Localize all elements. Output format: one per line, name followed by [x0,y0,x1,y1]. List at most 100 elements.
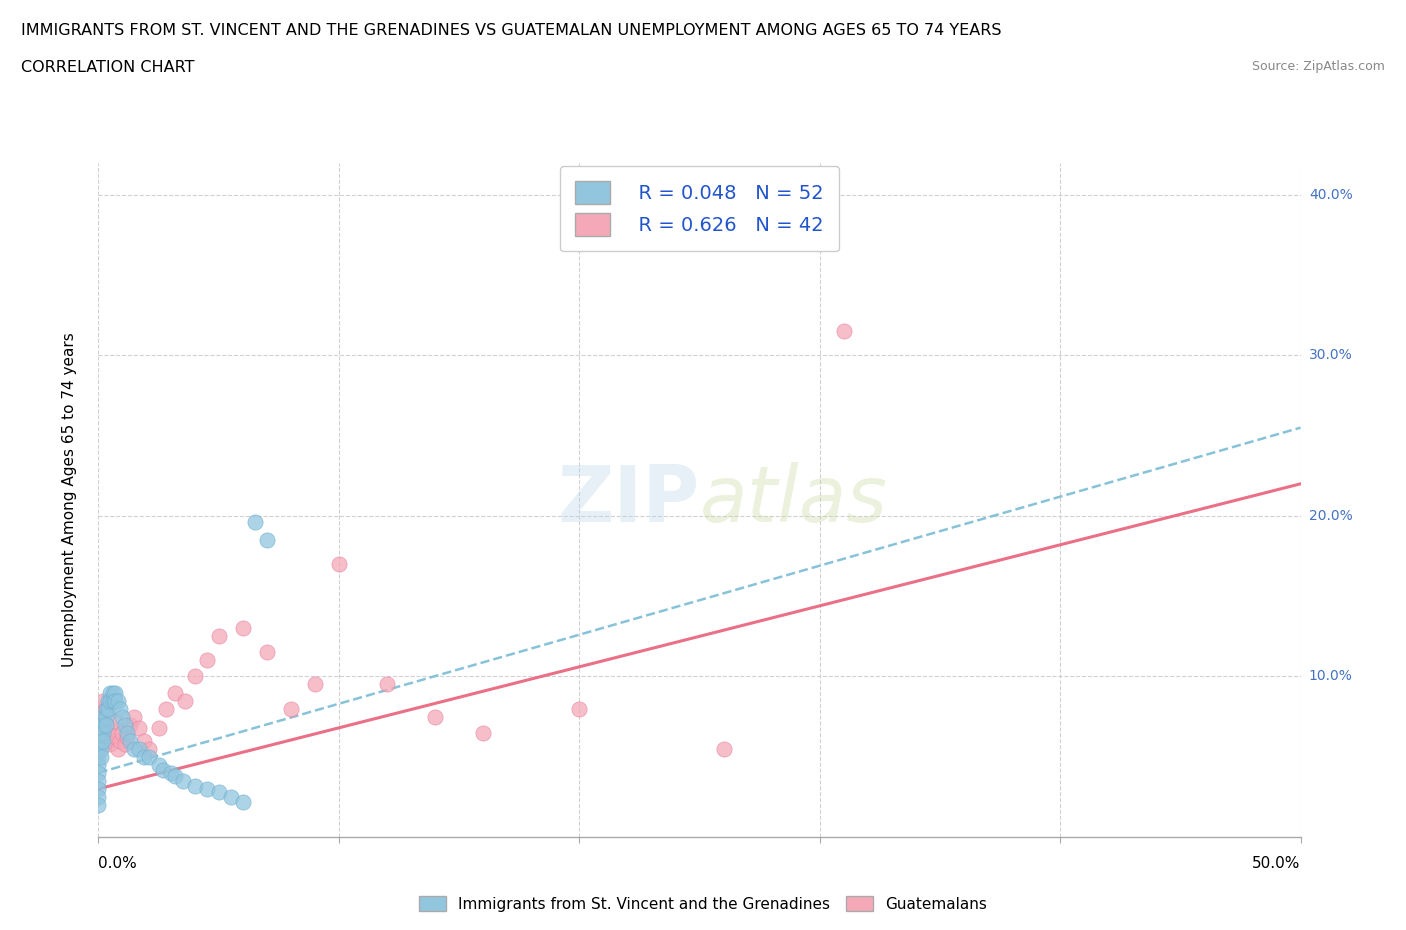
Point [183,778,205,793]
Point [117,725,139,740]
Point [472,725,495,740]
Text: 50.0%: 50.0% [1253,856,1301,870]
Point [195,653,218,668]
Point [87,741,110,756]
Point [87,774,110,789]
Point [87,765,110,780]
Text: 0.0%: 0.0% [98,856,138,870]
Point [165,768,187,783]
Point [104,685,127,700]
Point [138,741,160,756]
Point [232,621,254,636]
Point [87,721,110,736]
Point [128,721,150,736]
Point [280,701,302,716]
Text: IMMIGRANTS FROM ST. VINCENT AND THE GRENADINES VS GUATEMALAN UNEMPLOYMENT AMONG : IMMIGRANTS FROM ST. VINCENT AND THE GREN… [21,23,1001,38]
Point [713,741,735,756]
Point [104,714,127,729]
Point [87,710,110,724]
Point [100,693,122,708]
Point [87,750,110,764]
Point [219,790,242,804]
Point [101,685,124,700]
Text: Source: ZipAtlas.com: Source: ZipAtlas.com [1251,60,1385,73]
Point [87,725,110,740]
Point [328,557,350,572]
Point [90,717,112,732]
Point [100,721,122,736]
Point [124,710,146,724]
Point [375,677,398,692]
Point [107,741,129,756]
Text: 10.0%: 10.0% [1309,670,1353,684]
Point [90,733,112,748]
Point [87,790,110,804]
Point [124,741,146,756]
Point [91,733,114,748]
Point [165,685,187,700]
Point [94,717,117,732]
Point [172,774,194,789]
Point [117,730,139,745]
Point [91,710,114,724]
Point [87,730,110,745]
Point [114,717,136,732]
Y-axis label: Unemployment Among Ages 65 to 74 years: Unemployment Among Ages 65 to 74 years [62,333,77,667]
Point [155,701,177,716]
Point [132,750,155,764]
Point [87,757,110,772]
Point [114,737,136,751]
Text: 30.0%: 30.0% [1309,349,1353,363]
Point [148,757,170,772]
Point [118,733,141,748]
Point [87,781,110,796]
Point [256,533,278,548]
Point [108,733,131,748]
Point [94,701,117,716]
Point [87,797,110,812]
Point [87,733,110,748]
Point [90,750,112,764]
Point [108,701,131,716]
Point [91,704,114,719]
Point [90,725,112,740]
Point [138,750,160,764]
Point [107,693,129,708]
Point [94,717,117,732]
Point [568,701,591,716]
Text: ZIP: ZIP [557,462,699,538]
Legend: Immigrants from St. Vincent and the Grenadines, Guatemalans: Immigrants from St. Vincent and the Gren… [412,889,994,918]
Point [256,644,278,659]
Point [832,324,855,339]
Point [111,725,134,740]
Point [104,693,127,708]
Point [111,710,134,724]
Point [91,693,114,708]
Point [101,693,124,708]
Point [128,741,150,756]
Point [90,714,112,729]
Point [97,701,120,716]
Point [100,685,122,700]
Point [101,728,124,743]
Point [132,733,155,748]
Point [152,763,174,777]
Point [91,725,114,740]
Point [90,701,112,716]
Point [243,515,266,530]
Point [304,677,326,692]
Point [97,733,120,748]
Point [148,721,170,736]
Point [91,717,114,732]
Text: 20.0%: 20.0% [1309,509,1353,523]
Point [423,710,446,724]
Point [100,737,122,751]
Point [208,629,231,644]
Point [90,741,112,756]
Point [159,765,181,780]
Point [195,781,218,796]
Legend:   R = 0.048   N = 52,   R = 0.626   N = 42: R = 0.048 N = 52, R = 0.626 N = 42 [560,166,839,251]
Text: 40.0%: 40.0% [1309,188,1353,202]
Text: CORRELATION CHART: CORRELATION CHART [21,60,194,75]
Point [174,693,197,708]
